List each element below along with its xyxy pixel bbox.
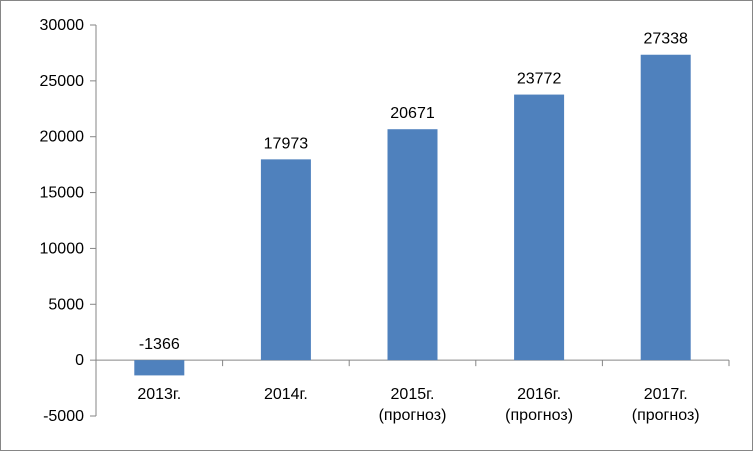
y-tick-label: 15000 [40, 185, 85, 202]
data-label: 20671 [390, 105, 435, 122]
x-category-label: 2016г. [517, 386, 561, 403]
x-category-label: (прогноз) [505, 407, 573, 424]
data-label: -1366 [139, 336, 180, 353]
data-label: 17973 [264, 135, 309, 152]
x-category-label: 2014г. [264, 386, 308, 403]
bar [134, 360, 185, 376]
bar [387, 129, 438, 361]
data-label: 27338 [643, 31, 688, 48]
y-tick-label: 20000 [40, 129, 85, 146]
chart-axes: -5000 0 5000 10000 15000 20000 25000 30000 [40, 17, 730, 425]
y-tick-label: 30000 [40, 17, 85, 34]
x-category-label: 2013г. [137, 386, 181, 403]
x-category-label: (прогноз) [379, 407, 447, 424]
bar [260, 159, 311, 361]
chart-labels: -1366 2013г. 17973 2014г. 20671 2015г. (прогно… [137, 31, 699, 424]
bar [514, 94, 565, 361]
y-tick-label: 0 [75, 352, 84, 369]
x-category-label: (прогноз) [632, 407, 700, 424]
chart-bars [134, 54, 691, 376]
y-tick-label: 10000 [40, 240, 85, 257]
data-label: 23772 [517, 71, 562, 88]
bar [640, 54, 691, 361]
y-tick-label: 5000 [48, 296, 84, 313]
y-tick-label: 25000 [40, 73, 85, 90]
x-category-label: 2017г. [644, 386, 688, 403]
y-tick-label: -5000 [43, 408, 84, 425]
x-category-label: 2015г. [391, 386, 435, 403]
